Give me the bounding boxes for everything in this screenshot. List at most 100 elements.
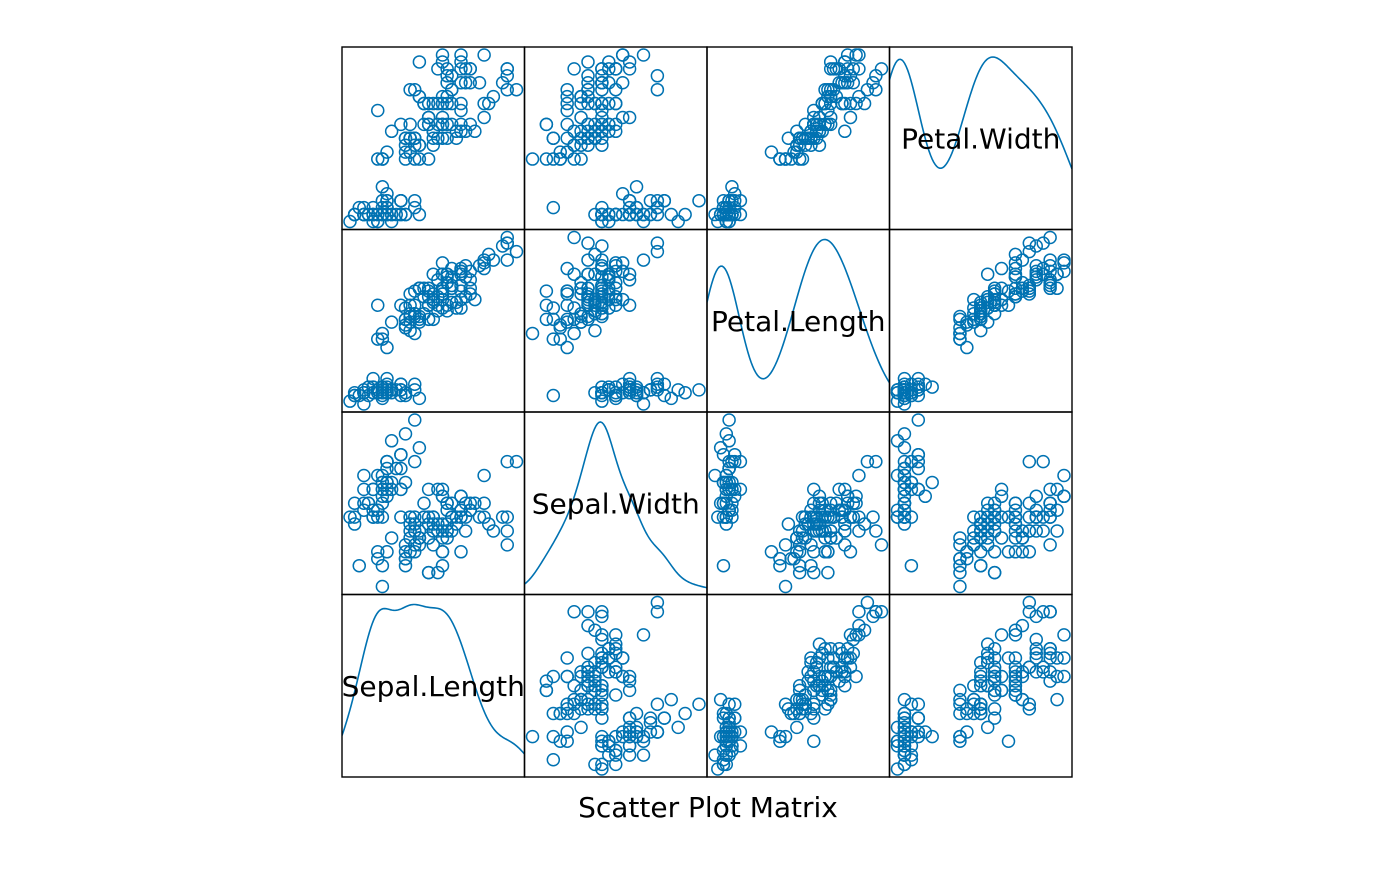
point: [1050, 692, 1064, 707]
point: [719, 729, 734, 744]
panel-Petal.Length-vs-Petal.Width: [888, 228, 1073, 413]
point: [463, 117, 477, 132]
point: [629, 207, 644, 222]
point: [500, 230, 514, 245]
point: [595, 609, 609, 624]
point: [980, 655, 995, 670]
point: [823, 110, 838, 125]
point: [1057, 253, 1071, 267]
point: [595, 69, 609, 83]
point: [581, 281, 595, 296]
point: [719, 739, 734, 753]
point: [361, 496, 376, 510]
point: [897, 482, 912, 497]
point: [609, 743, 623, 758]
point: [852, 524, 866, 538]
point: [1050, 651, 1064, 665]
point: [840, 48, 855, 62]
point: [918, 489, 932, 504]
point: [838, 482, 852, 497]
point: [588, 697, 602, 711]
point: [609, 385, 623, 400]
point: [1022, 236, 1037, 250]
point: [398, 145, 413, 159]
point: [440, 117, 454, 132]
point: [609, 646, 623, 661]
point: [408, 131, 422, 145]
point: [615, 669, 630, 684]
point: [343, 510, 357, 524]
point: [650, 82, 665, 97]
point: [1008, 524, 1023, 538]
point: [994, 281, 1009, 296]
point: [615, 48, 630, 62]
point: [636, 628, 651, 642]
point: [408, 152, 422, 166]
point: [719, 207, 734, 222]
point: [408, 545, 422, 559]
point: [581, 69, 595, 83]
panel-Petal.Width-vs-Sepal.Length: [341, 46, 526, 231]
point: [574, 96, 588, 111]
point: [440, 531, 454, 545]
point: [1029, 642, 1043, 656]
point: [904, 510, 919, 524]
point: [347, 496, 362, 510]
point: [1008, 674, 1023, 688]
point: [1050, 482, 1064, 497]
point: [778, 729, 793, 744]
point: [454, 76, 468, 90]
point: [398, 558, 413, 573]
point: [826, 660, 841, 674]
point: [1043, 651, 1057, 665]
point: [426, 524, 440, 538]
point: [823, 503, 838, 517]
point: [458, 62, 473, 76]
point: [477, 256, 491, 270]
point: [980, 538, 995, 552]
panel-Petal.Width-vs-Petal.Width: Petal.Width: [888, 46, 1073, 231]
panel-Sepal.Width-vs-Sepal.Length: [341, 411, 526, 596]
point: [874, 62, 889, 76]
point: [403, 145, 417, 159]
point: [581, 76, 595, 90]
point: [609, 642, 623, 656]
point: [375, 579, 390, 594]
point: [560, 651, 574, 665]
point: [716, 558, 731, 573]
point: [911, 461, 926, 476]
point: [574, 110, 588, 125]
point: [495, 510, 510, 524]
point: [953, 552, 967, 566]
point: [509, 244, 524, 259]
point: [650, 595, 665, 610]
point: [807, 565, 821, 580]
point: [852, 605, 866, 619]
point: [375, 332, 390, 346]
point: [897, 503, 912, 517]
point: [463, 503, 477, 517]
point: [375, 475, 390, 490]
point: [994, 531, 1009, 545]
point: [1008, 281, 1023, 296]
point: [890, 734, 905, 748]
point: [426, 510, 440, 524]
point: [918, 725, 932, 739]
point: [987, 683, 1002, 698]
point: [417, 496, 431, 510]
point: [574, 669, 588, 684]
point: [403, 82, 417, 97]
point: [458, 124, 473, 139]
point: [357, 468, 371, 483]
point: [426, 138, 440, 152]
point: [678, 706, 692, 721]
point: [1043, 510, 1057, 524]
point: [546, 669, 561, 684]
point: [622, 267, 637, 281]
point: [595, 82, 609, 97]
point: [553, 152, 567, 166]
point: [622, 207, 637, 222]
point: [421, 290, 436, 304]
point: [500, 62, 514, 76]
point: [904, 729, 919, 744]
